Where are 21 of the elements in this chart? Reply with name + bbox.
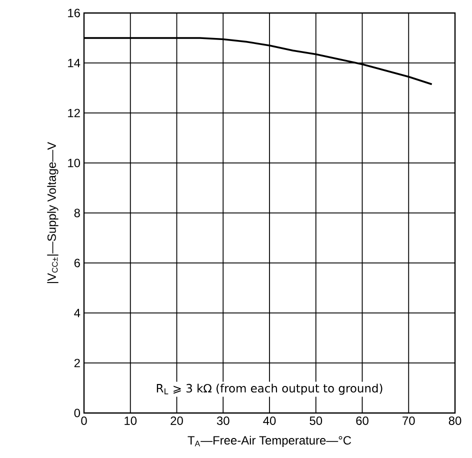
x-tick-label: 40: [263, 416, 276, 425]
y-tick-label: 12: [68, 108, 80, 118]
y-tick-label: 4: [74, 308, 80, 318]
x-tick-label: 50: [310, 416, 322, 425]
x-tick-label: 0: [81, 416, 87, 425]
annotation: R$_{L}$ ⩾ 3 kΩ (from each output to ground): [156, 384, 382, 395]
y-tick-label: 0: [74, 408, 80, 418]
x-tick-label: 80: [448, 416, 462, 425]
x-tick-label: 10: [124, 416, 137, 425]
y-tick-label: 6: [74, 258, 80, 268]
x-tick-label: 30: [216, 416, 230, 425]
x-tick-label: 20: [170, 416, 183, 425]
y-tick-label: 10: [68, 158, 80, 168]
y-tick-label: 2: [74, 358, 80, 368]
y-tick-label: 8: [74, 208, 80, 218]
x-tick-label: 70: [402, 416, 415, 425]
y-tick-label: 14: [68, 58, 80, 68]
x-tick-label: 60: [356, 416, 368, 425]
y-axis-title: |V$_{CC±}$|—Supply Voltage—V: [47, 142, 58, 284]
y-tick-label: 16: [68, 8, 80, 18]
x-axis-title: T$_{A}$—Free-Air Temperature—°C: [188, 436, 352, 447]
